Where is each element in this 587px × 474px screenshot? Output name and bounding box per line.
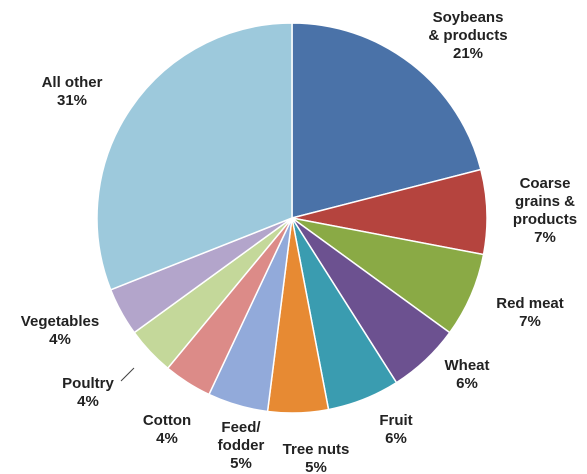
slice-name-label: All other <box>42 74 103 91</box>
slice-value-label: 7% <box>519 313 541 330</box>
slice-value-label: 4% <box>156 430 178 447</box>
slice-name-label: Coarse <box>520 175 571 192</box>
slice-name-label: products <box>513 211 577 228</box>
slice-value-label: 5% <box>230 455 252 472</box>
slice-name-label: Feed/ <box>221 419 261 436</box>
slice-label-soybeans-products: Soybeans & products 21% <box>428 9 507 62</box>
slice-value-label: 6% <box>456 375 478 392</box>
slice-label-vegetables: Vegetables 4% <box>21 313 99 348</box>
slice-label-tree-nuts: Tree nuts 5% <box>283 441 350 474</box>
slice-value-label: 4% <box>77 393 99 410</box>
slice-name-label: grains & <box>515 193 575 210</box>
slice-value-label: 21% <box>453 45 483 62</box>
slice-label-red-meat: Red meat 7% <box>496 295 564 330</box>
pie-slice-soybeans-products <box>291 22 482 219</box>
slice-label-feed-fodder: Feed/fodder 5% <box>218 419 265 472</box>
slice-value-label: 4% <box>49 331 71 348</box>
pie-slices <box>96 22 488 414</box>
slice-label-poultry: Poultry 4% <box>62 375 114 410</box>
slice-name-label: fodder <box>218 437 265 454</box>
slice-label-fruit: Fruit 6% <box>379 412 412 447</box>
slice-label-wheat: Wheat 6% <box>445 357 490 392</box>
slice-name-label: Soybeans <box>433 9 504 26</box>
slice-label-all-other: All other 31% <box>42 74 103 109</box>
slice-label-coarse-grains-products: Coarse grains & products 7% <box>513 175 577 246</box>
poultry-leader-line <box>120 367 135 382</box>
slice-value-label: 5% <box>305 459 327 474</box>
slice-name-label: & products <box>428 27 507 44</box>
slice-value-label: 31% <box>57 92 87 109</box>
slice-name-label: Fruit <box>379 412 412 429</box>
slice-name-label: Poultry <box>62 375 114 392</box>
slice-value-label: 6% <box>385 430 407 447</box>
slice-name-label: Tree nuts <box>283 441 350 458</box>
slice-name-label: Vegetables <box>21 313 99 330</box>
pie-labels: Soybeans & products 21% Coarse grains & produ… <box>21 9 577 474</box>
slice-name-label: Red meat <box>496 295 564 312</box>
slice-label-cotton: Cotton 4% <box>143 412 191 447</box>
pie-slice-all-other <box>96 22 293 291</box>
slice-name-label: Wheat <box>445 357 490 374</box>
slice-value-label: 7% <box>534 229 556 246</box>
slice-name-label: Cotton <box>143 412 191 429</box>
